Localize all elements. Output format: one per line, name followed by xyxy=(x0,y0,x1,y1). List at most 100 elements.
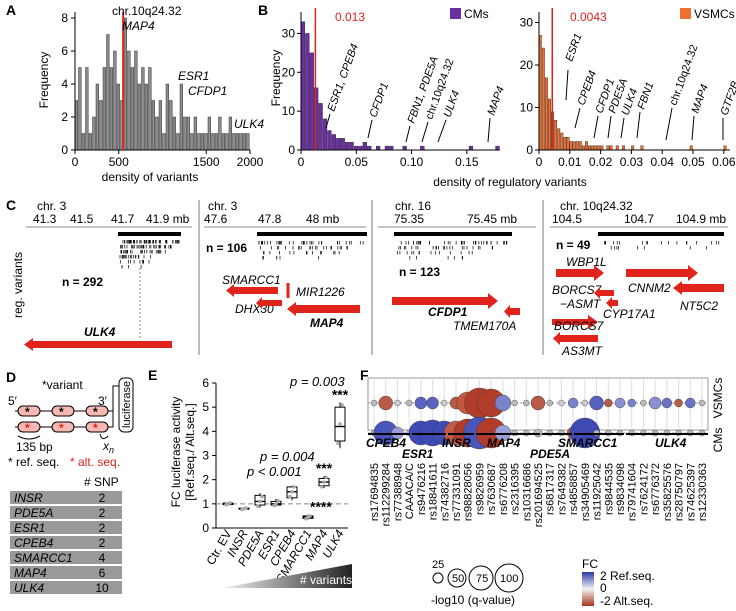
construct-variant-label: *variant xyxy=(42,378,83,392)
snp-table-header: # SNP xyxy=(84,475,119,489)
group-esr1: ESR1 xyxy=(402,447,434,461)
panel-b-cms-bar-13 xyxy=(358,145,363,151)
snp-row-bg-6 xyxy=(10,581,122,594)
snp-row-bg-0 xyxy=(10,491,122,504)
panel-a-bar-4 xyxy=(88,133,92,151)
fc-legend-bar xyxy=(582,572,594,606)
panel-b-vsmcs-bar-11 xyxy=(572,141,576,151)
snp-table: INSR 2 PDE5A 2 ESR1 2 CPEB4 2 SMARCC1 4 MAP4 6 ULK4 1… xyxy=(10,491,122,595)
snp-label-14: rs201694525 xyxy=(533,463,545,527)
panel-b-cms-xtick-3: 0.15 xyxy=(455,155,479,169)
panel-b-cms-xtick-0: 0 xyxy=(298,155,305,169)
panel-a-bar-19 xyxy=(141,67,145,151)
panel-a-xticks: 0 500 1500 2000 xyxy=(72,150,264,169)
panel-b-vsmcs-xtick-1: 0.01 xyxy=(558,155,582,169)
panel-c: C reg. variants chr. 3 41.3 41.5 41.7 41… xyxy=(6,197,728,358)
snp-row-count-6: 10 xyxy=(95,581,109,595)
panel-label-c: C xyxy=(6,197,16,213)
panel-a-bar-18 xyxy=(137,83,141,151)
track-3-n: n = 123 xyxy=(399,265,440,279)
panel-b-vsmcs-bar-23 xyxy=(609,145,613,151)
variants-gradient-label: # variants xyxy=(300,573,352,587)
construct-bp-bracket xyxy=(17,435,41,440)
panel-a-annot-cfdp1: CFDP1 xyxy=(188,84,227,98)
panel-b-cms-bar-12 xyxy=(353,145,359,151)
box-point-4-1 xyxy=(290,489,294,494)
panel-a-ytick-3: 6 xyxy=(61,44,68,58)
track-4-region xyxy=(598,232,724,236)
snp-label-15: rs6817317 xyxy=(545,463,557,515)
snp-label-3: CAAACA/C xyxy=(404,463,416,519)
panel-b-vsmcs-legend-label: VSMCs xyxy=(694,7,735,21)
snp-row-count-4: 4 xyxy=(99,551,106,565)
bubble-vsmcs-19 xyxy=(589,395,604,411)
panel-b-vsmcs-bar-20 xyxy=(600,145,604,151)
track-4-chr: chr. 10q24.32 xyxy=(560,199,633,213)
panel-b-cms-bar-17 xyxy=(375,145,381,151)
svg-text:*: * xyxy=(25,421,30,435)
box-sig-5: **** xyxy=(310,499,332,515)
construct-5prime: 5′ xyxy=(8,394,18,408)
panel-a-bar-7 xyxy=(99,100,103,151)
panel-b-vsmcs-bar-14 xyxy=(581,145,585,151)
row-label-cms: CMs xyxy=(711,428,725,453)
panel-e-ytick-0: 0 xyxy=(202,521,209,535)
snp-row-gene-4: SMARCC1 xyxy=(14,551,73,565)
size-legend-100: 100 xyxy=(500,573,518,585)
panel-b-cms-bar-44 xyxy=(495,145,500,151)
snp-label-19: rs11925042 xyxy=(592,463,604,520)
track-4-variants xyxy=(604,241,720,250)
size-legend-circle-75 xyxy=(468,565,494,591)
panel-a-bar-16 xyxy=(130,67,134,151)
b-vsmcs-annot-map4: MAP4 xyxy=(690,83,712,115)
gene-as3mt-label: AS3MT xyxy=(561,344,604,358)
group-cpeb4: CPEB4 xyxy=(366,436,406,450)
panel-b-vsmcs-bar-6 xyxy=(557,128,561,151)
snp-row-count-5: 6 xyxy=(99,566,106,580)
gene-nt5c2-arrow xyxy=(673,281,724,295)
box-point-7-0 xyxy=(336,441,340,446)
panel-a-bar-38 xyxy=(207,116,211,151)
size-legend-title: -log10 (q-value) xyxy=(431,593,515,607)
snp-label-24: rs6776372 xyxy=(650,463,662,515)
panel-b-cms-bar-4 xyxy=(318,103,323,151)
size-legend-circle-50 xyxy=(447,568,467,588)
gene-cnnm2-arrow xyxy=(626,265,698,281)
panel-b-cms-bar-38 xyxy=(468,145,474,151)
panel-a-ylabel: Frequency xyxy=(37,52,51,109)
panel-a-bar-23 xyxy=(155,116,159,151)
svg-text:*: * xyxy=(25,405,30,419)
panel-b-vsmcs-bar-12 xyxy=(575,141,579,151)
panel-label-e: E xyxy=(148,367,157,383)
panel-a-xtick-0: 0 xyxy=(72,155,79,169)
panel-a: A Frequency 0 2 4 6 8 0 500 1500 2000 chr.10q24… xyxy=(6,2,264,184)
panel-a-bar-11 xyxy=(113,50,117,151)
panel-a-bar-41 xyxy=(218,116,222,151)
track-1-tick-2: 41.7 xyxy=(111,212,135,226)
panel-b-vsmcs-xtick-6: 0.06 xyxy=(712,155,736,169)
b-vsmcs-annot-fbn1: FBN1 xyxy=(636,80,657,111)
snp-label-6: rs74382716 xyxy=(439,463,451,521)
panel-a-bar-32 xyxy=(186,116,190,151)
panel-e-ytick-2: 2 xyxy=(202,473,209,487)
snp-row-count-2: 2 xyxy=(99,521,106,535)
panel-a-bar-9 xyxy=(106,34,110,151)
panel-b-vsmcs-bar-13 xyxy=(578,141,582,151)
b-vsmcs-annot-gtf2b: GTF2B xyxy=(719,80,736,117)
gene-cyp17a1-label: CYP17A1 xyxy=(603,307,656,321)
construct-luciferase-label: luciferase xyxy=(121,381,133,428)
legend-alt-seq: * alt. seq. xyxy=(70,455,120,469)
track-1-tick-3: 41.9 mb xyxy=(146,212,190,226)
panel-a-bar-21 xyxy=(148,67,152,151)
panel-b-vsmcs-xtick-4: 0.04 xyxy=(651,155,675,169)
snp-label-10: rs7630687 xyxy=(486,463,498,515)
panel-e-yticks: 0 1 2 3 4 5 6 xyxy=(202,376,216,535)
panel-f: F VSMCs CMs CPEB4 ESR1 INSR MAP4 PDE5A S… xyxy=(360,367,725,608)
construct-xn-label: xn xyxy=(102,439,114,455)
panel-b-vsmcs-xtick-5: 0.05 xyxy=(681,155,705,169)
gene-ulk4-arrow xyxy=(24,338,172,351)
panel-b-cms-bar-19 xyxy=(384,145,390,151)
track-1-region xyxy=(118,232,181,236)
panel-a-bar-33 xyxy=(190,133,194,151)
